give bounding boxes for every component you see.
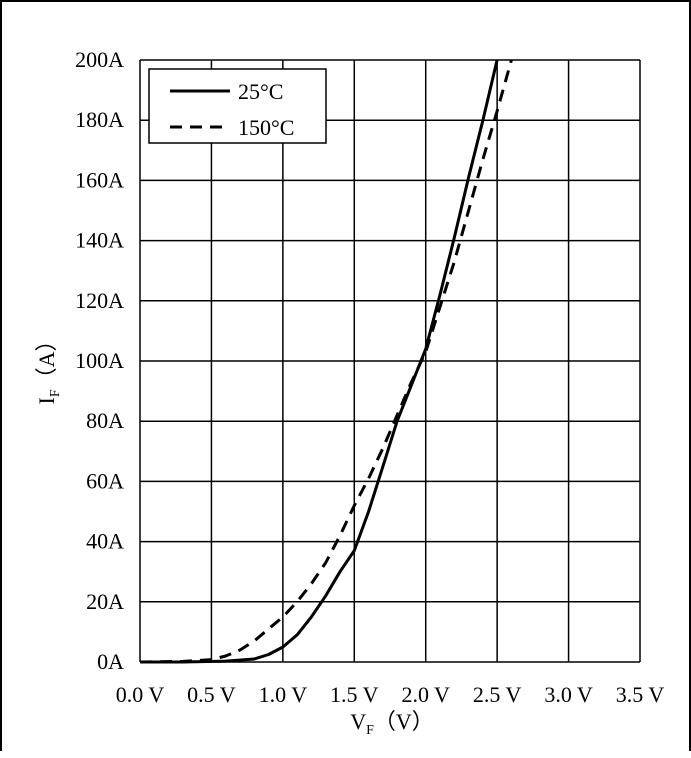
- series-line-1: [140, 59, 499, 664]
- series-layer: [139, 59, 513, 664]
- x-axis-label: VF（V）: [350, 709, 434, 738]
- y-tick-label: 180A: [75, 107, 124, 132]
- y-tick-label: 200A: [75, 47, 124, 72]
- axes: 0.0 V 0.5 V 1.0 V 1.5 V 2.0 V 2.5 V 3.0 V 3.5 V…: [34, 47, 664, 738]
- y-tick-label: 20A: [86, 589, 124, 614]
- x-tick-label: 2.5 V: [473, 682, 522, 707]
- y-tick-label: 140A: [75, 228, 124, 253]
- x-tick-label: 2.0 V: [401, 682, 450, 707]
- legend-label-1: 25°C: [238, 79, 283, 104]
- grid: [139, 59, 641, 663]
- y-tick-label: 120A: [75, 288, 124, 313]
- x-tick-label: 3.5 V: [616, 682, 665, 707]
- x-tick-label: 1.0 V: [259, 682, 308, 707]
- legend-label-2: 150°C: [238, 115, 294, 140]
- x-tick-label: 0.5 V: [187, 682, 236, 707]
- y-tick-label: 80A: [86, 408, 124, 433]
- legend: 25°C 150°C: [148, 68, 327, 144]
- y-tick-label: 60A: [86, 468, 124, 493]
- y-tick-label: 40A: [86, 529, 124, 554]
- series-line-2: [139, 59, 513, 664]
- x-tick-label: 0.0 V: [116, 682, 165, 707]
- x-tick-label: 1.5 V: [330, 682, 379, 707]
- x-tick-label: 3.0 V: [544, 682, 593, 707]
- y-tick-label: 0A: [97, 649, 124, 674]
- y-tick-label: 100A: [75, 348, 124, 373]
- y-axis-label: IF（A）: [34, 329, 63, 404]
- y-tick-label: 160A: [75, 167, 124, 192]
- legend-box: [148, 68, 327, 144]
